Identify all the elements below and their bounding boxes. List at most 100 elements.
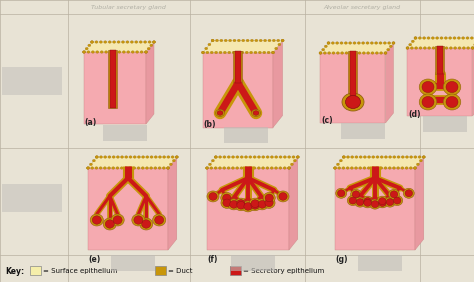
Ellipse shape — [405, 190, 412, 197]
Ellipse shape — [210, 51, 213, 54]
Ellipse shape — [103, 167, 106, 169]
Ellipse shape — [352, 191, 360, 198]
Ellipse shape — [389, 189, 400, 199]
Polygon shape — [320, 43, 393, 53]
Ellipse shape — [467, 47, 470, 49]
Text: (f): (f) — [207, 255, 218, 264]
Ellipse shape — [120, 167, 123, 169]
Ellipse shape — [214, 156, 217, 158]
Ellipse shape — [409, 43, 411, 46]
Ellipse shape — [207, 191, 219, 202]
Ellipse shape — [437, 47, 439, 49]
Ellipse shape — [422, 156, 425, 158]
Ellipse shape — [279, 156, 282, 158]
Ellipse shape — [173, 159, 175, 162]
Ellipse shape — [389, 45, 392, 48]
Ellipse shape — [86, 167, 90, 169]
Ellipse shape — [130, 41, 133, 43]
Text: (g): (g) — [335, 255, 347, 264]
Ellipse shape — [118, 51, 121, 53]
Ellipse shape — [272, 51, 274, 54]
Ellipse shape — [227, 156, 230, 158]
Ellipse shape — [406, 47, 409, 49]
Ellipse shape — [275, 156, 278, 158]
Ellipse shape — [142, 220, 151, 228]
Ellipse shape — [379, 199, 386, 206]
Ellipse shape — [233, 39, 236, 42]
Ellipse shape — [466, 37, 469, 39]
Ellipse shape — [208, 43, 211, 46]
Ellipse shape — [427, 37, 430, 39]
Ellipse shape — [332, 52, 335, 54]
FancyBboxPatch shape — [437, 46, 443, 74]
Ellipse shape — [263, 197, 275, 208]
Ellipse shape — [288, 167, 291, 169]
FancyBboxPatch shape — [110, 50, 116, 108]
Ellipse shape — [240, 156, 243, 158]
Ellipse shape — [334, 167, 337, 169]
Ellipse shape — [440, 37, 443, 39]
Ellipse shape — [413, 167, 417, 169]
Ellipse shape — [337, 167, 341, 169]
FancyBboxPatch shape — [423, 116, 467, 132]
FancyBboxPatch shape — [30, 266, 41, 275]
Ellipse shape — [397, 156, 400, 158]
Ellipse shape — [406, 47, 409, 49]
Ellipse shape — [104, 41, 107, 43]
Ellipse shape — [372, 156, 375, 158]
Ellipse shape — [146, 156, 149, 158]
Ellipse shape — [150, 156, 153, 158]
Polygon shape — [385, 43, 393, 123]
Ellipse shape — [116, 167, 119, 169]
Ellipse shape — [454, 47, 456, 49]
Ellipse shape — [95, 156, 98, 158]
FancyBboxPatch shape — [88, 168, 168, 250]
Ellipse shape — [364, 198, 372, 205]
Ellipse shape — [108, 156, 111, 158]
FancyBboxPatch shape — [320, 53, 385, 123]
Ellipse shape — [401, 167, 404, 169]
Ellipse shape — [253, 167, 256, 169]
Ellipse shape — [371, 201, 379, 208]
Ellipse shape — [140, 51, 143, 53]
Ellipse shape — [231, 167, 235, 169]
Ellipse shape — [288, 167, 291, 169]
Ellipse shape — [446, 96, 458, 108]
Ellipse shape — [356, 199, 364, 206]
Ellipse shape — [384, 197, 395, 207]
Ellipse shape — [90, 214, 103, 226]
Ellipse shape — [150, 167, 153, 169]
Ellipse shape — [337, 190, 345, 197]
Ellipse shape — [220, 39, 223, 42]
Ellipse shape — [441, 47, 444, 49]
Ellipse shape — [171, 156, 174, 158]
Ellipse shape — [384, 52, 387, 54]
Ellipse shape — [457, 37, 460, 39]
Ellipse shape — [293, 159, 296, 162]
Ellipse shape — [217, 111, 223, 115]
Ellipse shape — [131, 51, 134, 53]
Text: Tubular secretary gland: Tubular secretary gland — [91, 6, 165, 10]
Ellipse shape — [370, 199, 381, 209]
Ellipse shape — [327, 42, 330, 44]
Ellipse shape — [120, 156, 124, 158]
Ellipse shape — [283, 156, 286, 158]
Ellipse shape — [145, 51, 147, 53]
Ellipse shape — [85, 47, 88, 50]
Ellipse shape — [267, 51, 270, 54]
Ellipse shape — [328, 52, 331, 54]
Ellipse shape — [349, 42, 352, 44]
Polygon shape — [289, 157, 298, 250]
Ellipse shape — [113, 41, 116, 43]
Ellipse shape — [354, 52, 356, 54]
Ellipse shape — [153, 41, 155, 43]
Ellipse shape — [175, 156, 178, 158]
Ellipse shape — [105, 220, 114, 228]
Ellipse shape — [443, 79, 461, 95]
Ellipse shape — [362, 42, 365, 44]
Ellipse shape — [350, 167, 353, 169]
FancyBboxPatch shape — [230, 266, 241, 275]
Ellipse shape — [236, 156, 239, 158]
Ellipse shape — [443, 94, 461, 110]
Ellipse shape — [380, 167, 383, 169]
